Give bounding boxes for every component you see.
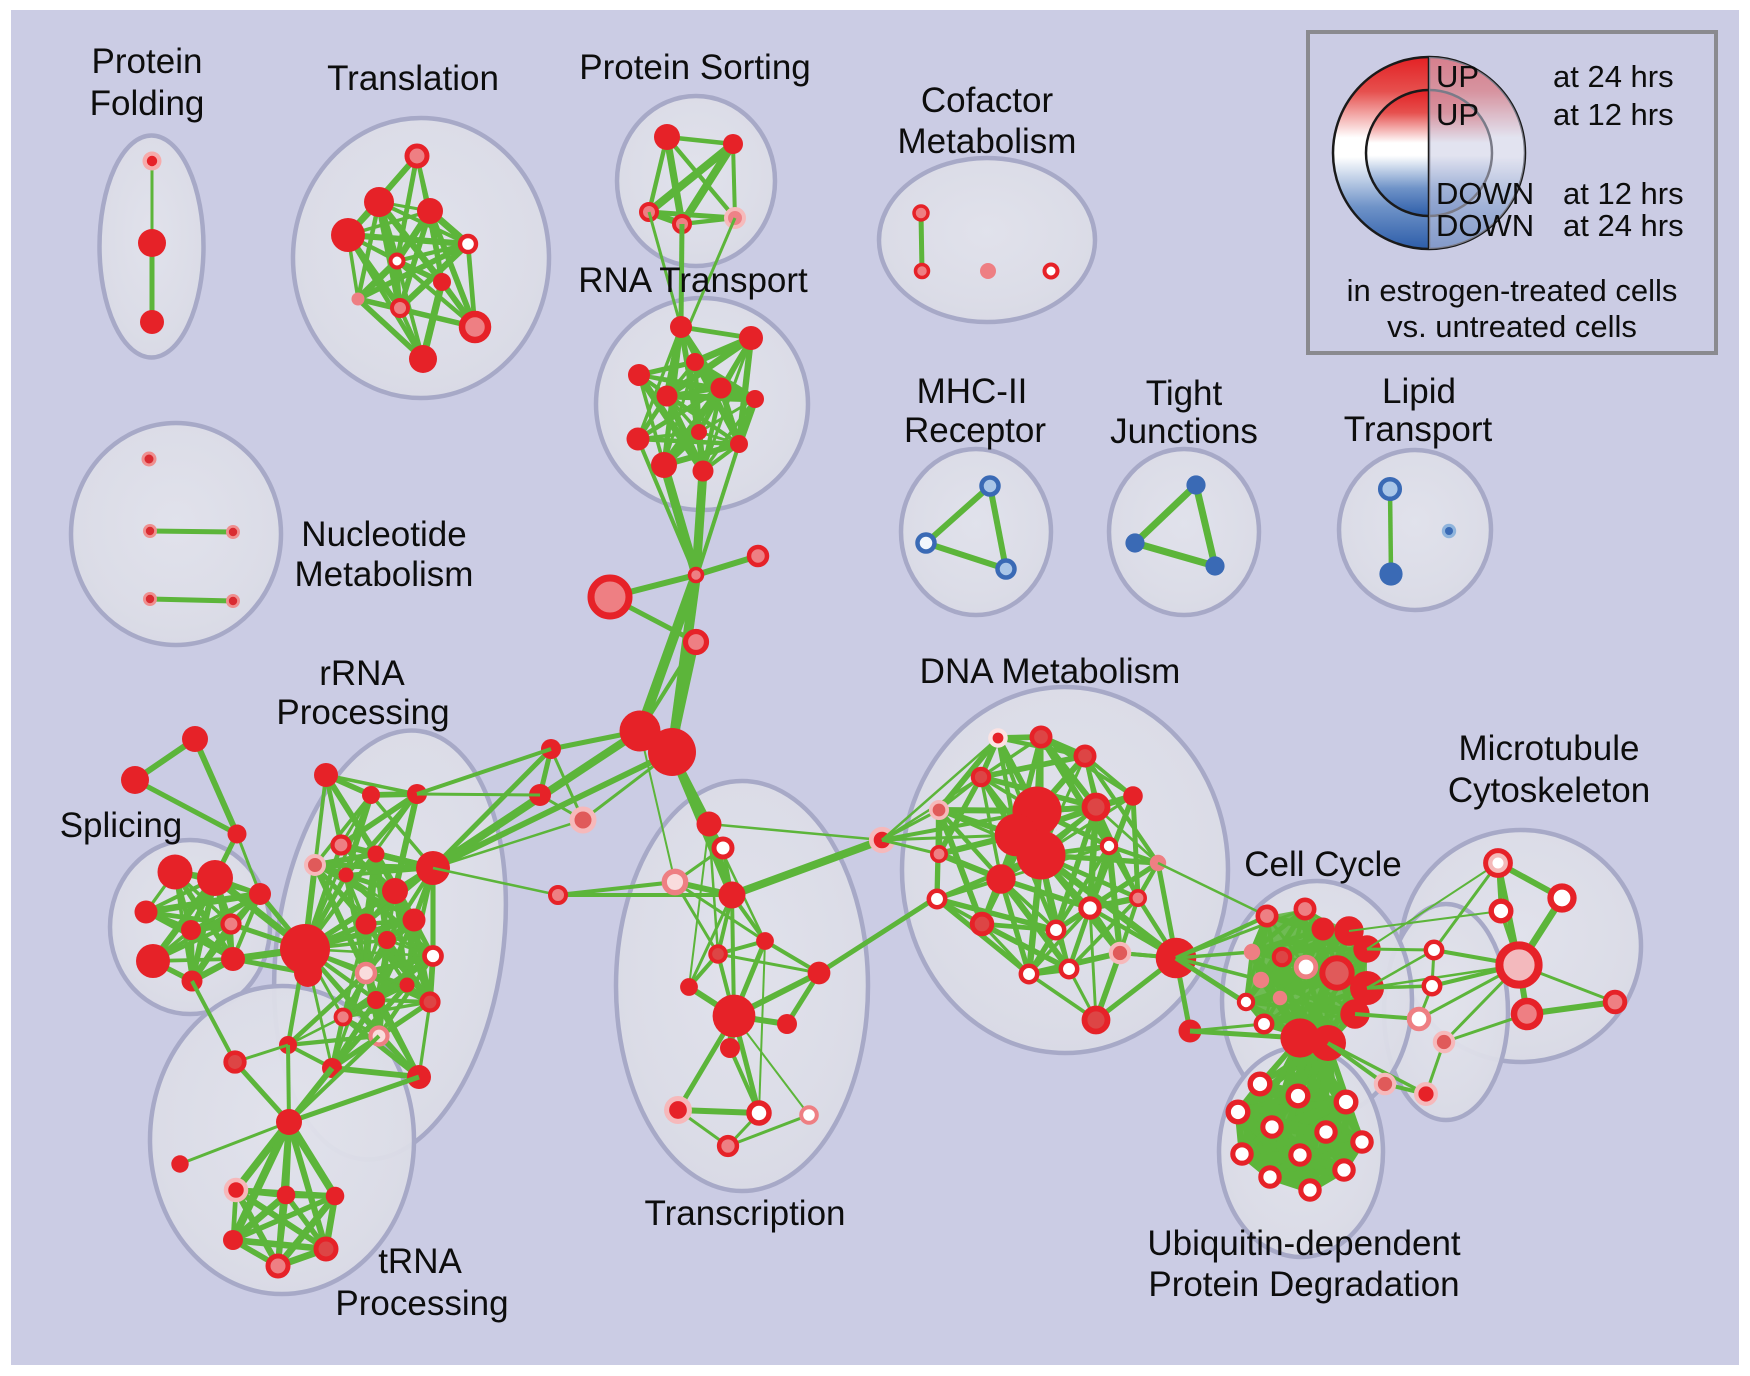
svg-text:Protein Sorting: Protein Sorting bbox=[579, 48, 811, 87]
svg-text:Receptor: Receptor bbox=[904, 411, 1046, 450]
svg-text:Processing: Processing bbox=[276, 693, 449, 732]
svg-text:at 24 hrs: at 24 hrs bbox=[1553, 59, 1674, 94]
svg-text:Microtubule: Microtubule bbox=[1459, 729, 1640, 768]
svg-text:Nucleotide: Nucleotide bbox=[301, 515, 466, 554]
svg-text:Transcription: Transcription bbox=[645, 1194, 846, 1233]
svg-text:Cofactor: Cofactor bbox=[921, 81, 1054, 120]
svg-text:Cytoskeleton: Cytoskeleton bbox=[1448, 771, 1650, 810]
svg-text:Folding: Folding bbox=[90, 84, 205, 123]
svg-text:Junctions: Junctions bbox=[1110, 412, 1258, 451]
svg-text:Protein Degradation: Protein Degradation bbox=[1148, 1265, 1459, 1304]
svg-text:Cell Cycle: Cell Cycle bbox=[1244, 845, 1402, 884]
svg-text:Metabolism: Metabolism bbox=[898, 122, 1077, 161]
svg-text:at 12 hrs: at 12 hrs bbox=[1563, 176, 1684, 211]
svg-text:at 12 hrs: at 12 hrs bbox=[1553, 97, 1674, 132]
svg-text:Splicing: Splicing bbox=[60, 806, 183, 845]
svg-text:DNA Metabolism: DNA Metabolism bbox=[920, 652, 1181, 691]
svg-text:MHC-II: MHC-II bbox=[917, 372, 1028, 411]
svg-text:rRNA: rRNA bbox=[319, 654, 405, 693]
svg-text:at 24 hrs: at 24 hrs bbox=[1563, 208, 1684, 243]
svg-text:tRNA: tRNA bbox=[378, 1242, 462, 1281]
svg-text:DOWN: DOWN bbox=[1436, 208, 1534, 243]
svg-text:Metabolism: Metabolism bbox=[295, 555, 474, 594]
svg-text:in estrogen-treated cells: in estrogen-treated cells bbox=[1347, 273, 1678, 308]
svg-text:RNA Transport: RNA Transport bbox=[578, 261, 808, 300]
svg-text:Transport: Transport bbox=[1344, 410, 1493, 449]
svg-text:Tight: Tight bbox=[1146, 374, 1223, 413]
svg-text:Lipid: Lipid bbox=[1382, 372, 1456, 411]
svg-text:UP: UP bbox=[1436, 97, 1479, 132]
svg-text:Ubiquitin-dependent: Ubiquitin-dependent bbox=[1147, 1224, 1461, 1263]
svg-text:Protein: Protein bbox=[92, 42, 203, 81]
svg-text:DOWN: DOWN bbox=[1436, 176, 1534, 211]
svg-text:UP: UP bbox=[1436, 59, 1479, 94]
svg-text:Processing: Processing bbox=[335, 1284, 508, 1323]
svg-text:vs. untreated cells: vs. untreated cells bbox=[1387, 309, 1637, 344]
svg-text:Translation: Translation bbox=[327, 59, 499, 98]
